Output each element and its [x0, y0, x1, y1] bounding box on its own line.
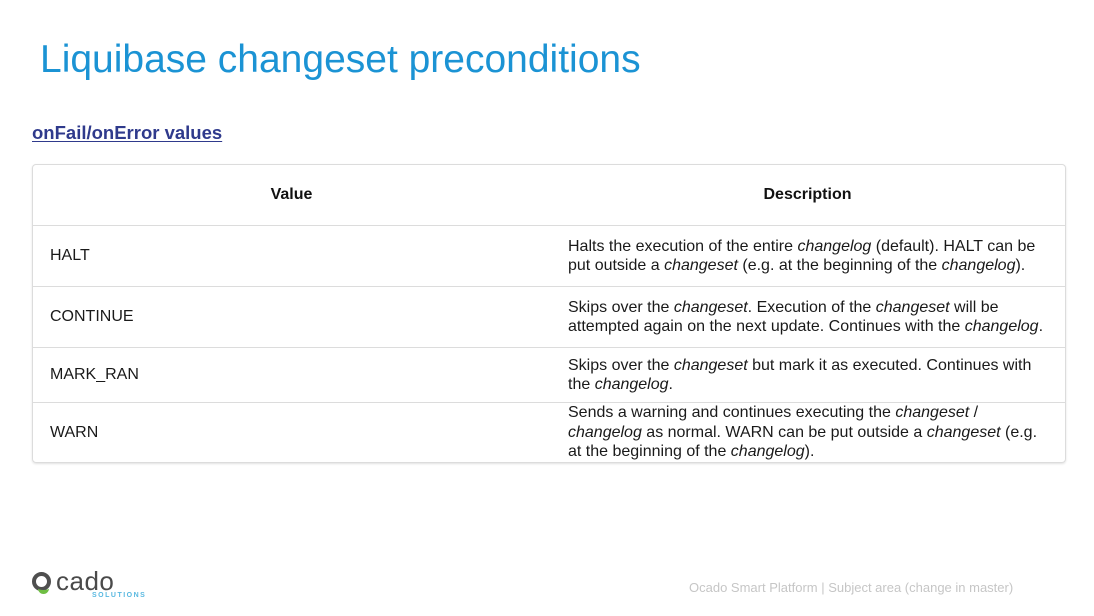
italic-term: changeset — [875, 298, 950, 316]
description-cell: Skips over the changeset but mark it as … — [550, 347, 1065, 403]
logo-subtitle: SOLUTIONS — [92, 592, 147, 599]
description-cell: Skips over the changeset. Execution of t… — [550, 286, 1065, 348]
slide-title: Liquibase changeset preconditions — [40, 38, 641, 81]
italic-term: changelog — [594, 376, 669, 393]
italic-term: changeset — [926, 423, 1001, 441]
italic-term: changelog — [730, 443, 805, 461]
footer-text: Ocado Smart Platform | Subject area (cha… — [689, 580, 1014, 595]
table-header-row: Value Description — [33, 165, 1065, 226]
description-column-header: Description — [550, 165, 1065, 226]
description-cell: Sends a warning and continues executing … — [550, 402, 1065, 462]
value-cell: MARK_RAN — [33, 347, 550, 403]
table-row: MARK_RAN Skips over the changeset but ma… — [33, 347, 1065, 403]
italic-term: changeset — [673, 356, 748, 374]
ocado-solutions-logo: cado SOLUTIONS — [32, 566, 152, 604]
table-row: CONTINUE Skips over the changeset. Execu… — [33, 286, 1065, 348]
italic-term: changeset — [673, 298, 748, 316]
italic-term: changelog — [964, 318, 1039, 335]
logo-ring-icon — [32, 572, 51, 594]
italic-term: changeset — [895, 404, 970, 422]
description-cell: Halts the execution of the entire change… — [568, 237, 1036, 275]
italic-term: changelog — [797, 237, 872, 255]
logo-wordmark: cado — [56, 566, 115, 596]
onfail-onerror-values-link[interactable]: onFail/onError values — [32, 122, 223, 143]
value-cell: HALT — [50, 247, 90, 265]
italic-term: changelog — [941, 257, 1016, 274]
italic-term: changeset — [664, 257, 738, 274]
value-column-header: Value — [33, 165, 550, 226]
italic-term: changelog — [568, 423, 642, 441]
table-row: WARN Sends a warning and continues execu… — [33, 402, 1065, 462]
table-row: HALT Halts the execution of the entire c… — [33, 226, 1065, 287]
value-cell: WARN — [33, 402, 550, 462]
values-table: Value Description HALT Halts the executi… — [32, 164, 1066, 463]
value-cell: CONTINUE — [33, 286, 550, 348]
